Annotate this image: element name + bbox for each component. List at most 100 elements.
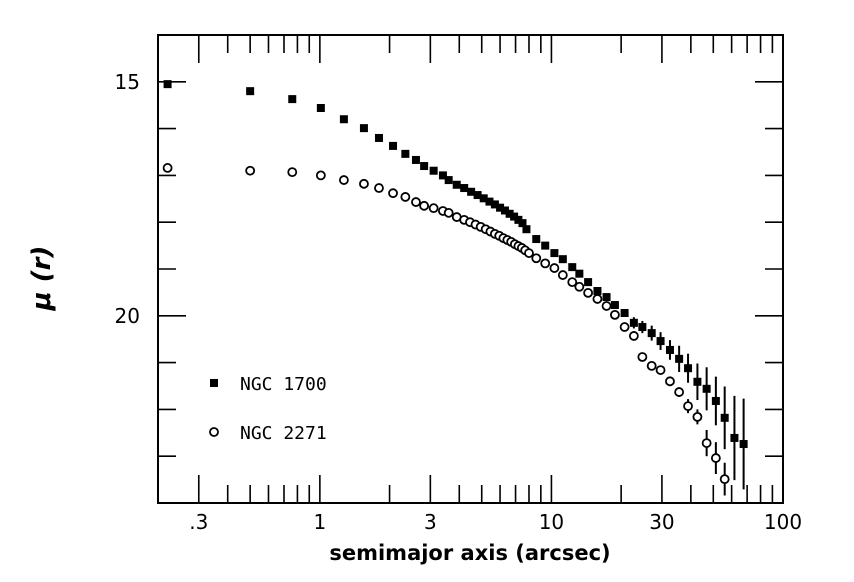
data-point-ngc-1700 <box>610 301 619 310</box>
data-point-ngc-1700 <box>339 115 348 124</box>
data-point-ngc-2271 <box>655 365 666 375</box>
data-point-ngc-1700 <box>163 80 172 89</box>
data-point-ngc-2271 <box>683 401 693 412</box>
data-point-ngc-1700 <box>374 133 383 142</box>
data-point-ngc-1700 <box>452 180 461 189</box>
data-point-ngc-2271 <box>315 170 326 181</box>
legend-marker-ngc-1700 <box>210 379 218 387</box>
data-point-ngc-1700 <box>510 212 519 221</box>
data-point-ngc-2271 <box>388 188 398 199</box>
data-point-ngc-1700 <box>558 255 567 264</box>
x-tick-label: 30 <box>649 510 674 534</box>
data-point-ngc-1700 <box>739 440 748 449</box>
data-point-ngc-2271 <box>524 248 534 258</box>
data-point-ngc-2271 <box>610 309 620 320</box>
tick-labels: .3 1 3 10 30 100 15 20 <box>115 70 803 534</box>
data-marks <box>162 80 748 496</box>
data-point-ngc-1700 <box>444 176 453 185</box>
data-point-ngc-2271 <box>583 287 594 298</box>
data-point-ngc-1700 <box>518 219 527 228</box>
data-point-ngc-2271 <box>287 167 298 178</box>
data-point-ngc-1700 <box>620 308 629 317</box>
data-point-ngc-2271 <box>338 175 349 185</box>
data-point-ngc-1700 <box>522 225 531 234</box>
data-point-ngc-1700 <box>550 249 559 258</box>
data-point-ngc-2271 <box>674 387 685 397</box>
data-point-ngc-1700 <box>473 191 482 200</box>
legend-label-ngc-1700: NGC 1700 <box>240 374 327 395</box>
y-axis-label: μ (r) <box>27 246 57 312</box>
legend-label-ngc-2271: NGC 2271 <box>240 423 327 444</box>
data-point-ngc-1700 <box>467 187 476 196</box>
y-tick-label: 20 <box>115 304 140 328</box>
data-point-ngc-2271 <box>710 453 721 463</box>
data-point-ngc-1700 <box>420 162 429 171</box>
data-point-ngc-2271 <box>162 163 173 173</box>
data-point-ngc-2271 <box>531 253 542 264</box>
data-point-ngc-1700 <box>532 235 541 244</box>
data-point-ngc-2271 <box>574 281 585 292</box>
plot-frame <box>157 34 784 504</box>
data-point-ngc-2271 <box>443 207 454 218</box>
data-point-ngc-2271 <box>601 301 612 311</box>
data-point-ngc-1700 <box>438 171 447 180</box>
data-point-ngc-1700 <box>647 329 656 338</box>
data-point-ngc-1700 <box>490 200 499 209</box>
data-point-ngc-2271 <box>359 178 369 189</box>
data-point-ngc-1700 <box>485 197 494 206</box>
data-point-ngc-2271 <box>701 438 712 448</box>
data-point-ngc-2271 <box>540 258 551 269</box>
data-point-ngc-1700 <box>541 241 550 250</box>
data-point-ngc-1700 <box>496 203 505 212</box>
data-point-ngc-1700 <box>460 184 469 193</box>
data-point-ngc-1700 <box>389 141 398 150</box>
data-point-ngc-2271 <box>400 192 411 202</box>
data-point-ngc-1700 <box>479 194 488 203</box>
data-point-ngc-1700 <box>702 384 711 393</box>
data-point-ngc-1700 <box>359 124 368 133</box>
data-point-ngc-1700 <box>584 278 593 287</box>
data-point-ngc-1700 <box>638 323 647 332</box>
data-point-ngc-1700 <box>675 354 684 363</box>
data-point-ngc-1700 <box>575 269 584 278</box>
data-point-ngc-1700 <box>316 104 325 113</box>
data-point-ngc-2271 <box>419 200 430 211</box>
data-point-ngc-2271 <box>411 197 421 207</box>
data-point-ngc-1700 <box>693 377 702 386</box>
x-tick-label: 10 <box>539 510 564 534</box>
data-point-ngc-1700 <box>593 286 602 295</box>
data-point-ngc-2271 <box>557 270 568 280</box>
data-point-ngc-1700 <box>602 293 611 302</box>
data-point-ngc-1700 <box>288 95 297 104</box>
data-point-ngc-1700 <box>720 413 729 422</box>
x-tick-label: 1 <box>313 510 326 534</box>
data-point-ngc-2271 <box>646 360 657 371</box>
data-point-ngc-1700 <box>500 206 509 215</box>
data-point-ngc-2271 <box>592 294 603 304</box>
data-point-ngc-1700 <box>505 209 514 218</box>
data-point-ngc-1700 <box>429 166 438 175</box>
data-point-ngc-2271 <box>245 165 256 176</box>
data-point-ngc-1700 <box>711 396 720 405</box>
data-point-ngc-1700 <box>568 263 577 272</box>
data-point-ngc-1700 <box>665 345 674 354</box>
legend-marker-ngc-2271 <box>209 427 219 437</box>
x-tick-label: 100 <box>764 510 802 534</box>
data-point-ngc-1700 <box>401 149 410 158</box>
x-tick-label: .3 <box>189 510 208 534</box>
x-axis-label: semimajor axis (arcsec) <box>329 541 610 565</box>
data-point-ngc-1700 <box>730 433 739 442</box>
x-tick-label: 3 <box>424 510 437 534</box>
data-point-ngc-2271 <box>619 322 630 332</box>
data-point-ngc-2271 <box>549 263 560 273</box>
data-point-ngc-1700 <box>246 87 255 96</box>
y-tick-label: 15 <box>115 70 140 94</box>
data-point-ngc-2271 <box>374 183 384 193</box>
data-point-ngc-2271 <box>628 331 639 341</box>
data-point-ngc-2271 <box>719 474 730 485</box>
data-point-ngc-1700 <box>684 364 693 373</box>
data-point-ngc-1700 <box>514 215 523 224</box>
data-point-ngc-2271 <box>637 352 648 362</box>
data-point-ngc-2271 <box>428 203 439 214</box>
